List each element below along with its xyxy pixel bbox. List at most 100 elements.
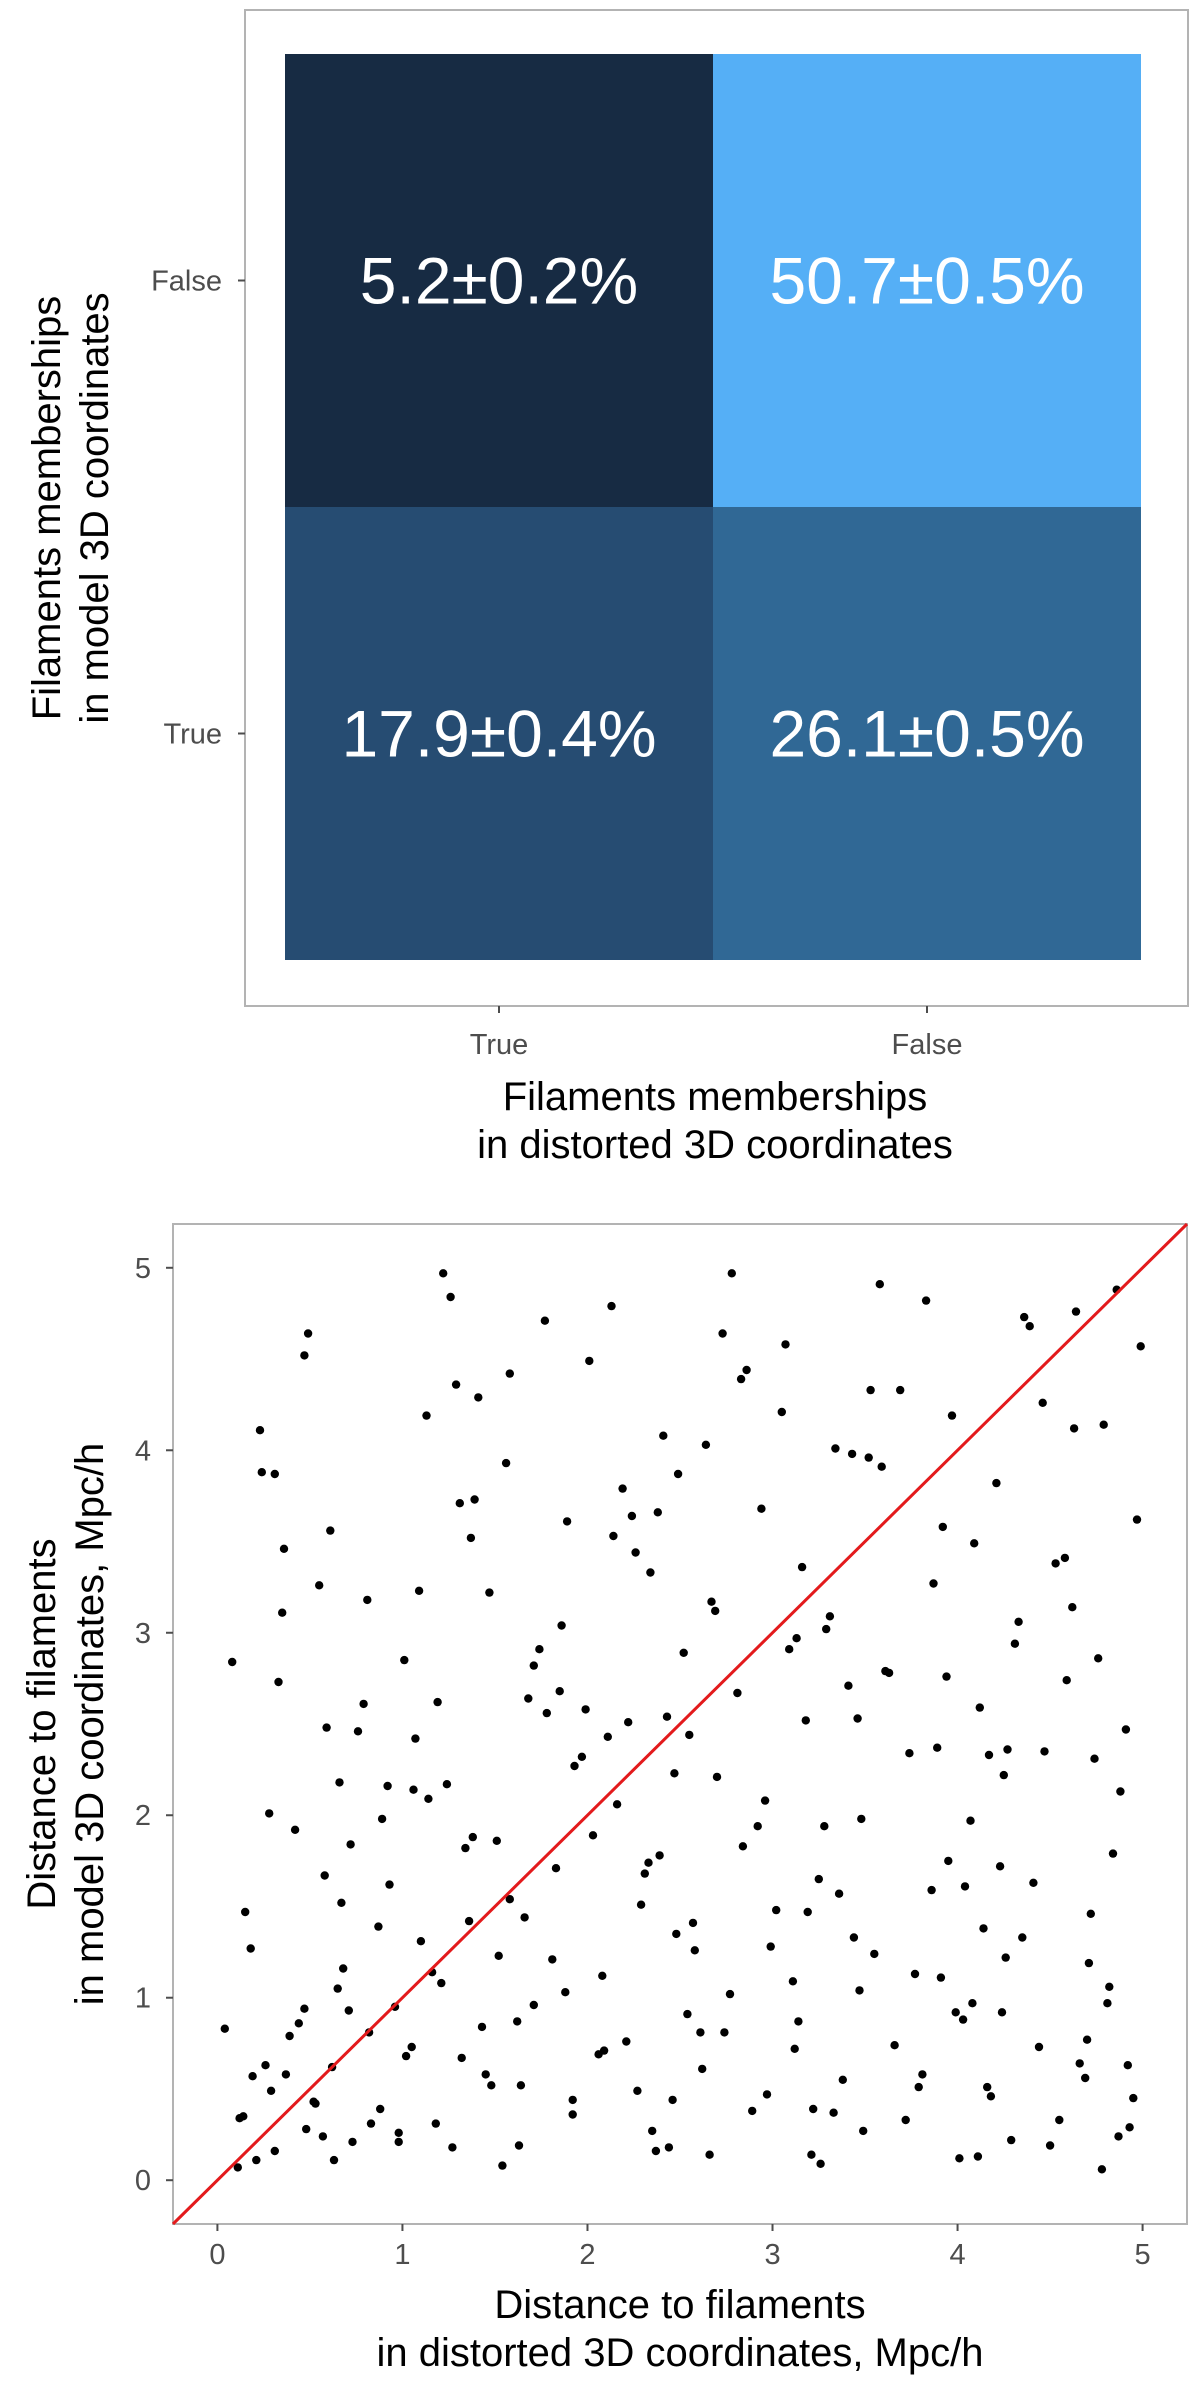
scatter-point [448,2143,457,2152]
heatmap-y-tick-label: False [151,266,222,298]
scatter-point [1099,1420,1108,1429]
scatter-point [568,2110,577,2119]
scatter-point [257,1468,266,1477]
scatter-point [968,1999,977,2008]
scatter-point [411,1734,420,1743]
scatter-point [474,1393,483,1402]
scatter-point [816,2159,825,2168]
scatter-point [651,2146,661,2156]
scatter-point [464,1916,474,1926]
scatter-point [696,2028,705,2037]
scatter-point [622,2037,631,2046]
scatter-point [1001,1953,1010,1962]
scatter-point [322,1723,331,1732]
scatter-point [970,1539,979,1548]
scatter-point [320,1871,329,1880]
scatter-point [864,1453,873,1462]
scatter-point [326,1526,335,1535]
scatter-point [627,1511,637,1521]
scatter-point [270,2146,279,2156]
scatter-y-tick-label: 1 [135,1983,151,2015]
heatmap-y-axis-title: Filaments memberships in model 3D coordi… [25,292,117,723]
scatter-point [921,1296,931,1305]
scatter-point [603,1732,612,1742]
scatter-point [973,2152,983,2161]
scatter-point [1082,2035,1092,2044]
scatter-point [281,2070,291,2079]
heatmap-y-axis-title-line1: Filaments memberships [25,296,69,721]
scatter-point [807,2150,816,2159]
scatter-point [870,1949,879,1959]
heatmap-chart: 5.2±0.2% 50.7±0.5% 17.9±0.4% 26.1±0.5% Fals… [25,9,1189,1167]
scatter-point [333,1984,342,1993]
scatter-point [265,1809,274,1818]
scatter-point [877,1462,886,1471]
scatter-point [457,2053,466,2063]
scatter-point [947,1411,957,1420]
scatter-point [831,1444,840,1453]
scatter-point [640,1869,649,1878]
scatter-y-axis-title-line2: in model 3D coordinates, Mpc/h [68,1443,112,2006]
scatter-point [1090,1754,1099,1763]
scatter-point [588,1831,598,1840]
scatter-point [844,1681,853,1690]
scatter-point [383,1781,392,1791]
scatter-point [785,1645,794,1654]
scatter-point [670,1769,679,1778]
scatter-point [1136,1342,1145,1351]
scatter-point [1094,1654,1103,1663]
scatter-point [270,1469,279,1479]
heatmap-cell-false-true [285,54,713,507]
scatter-point [1014,1617,1023,1627]
scatter-point [1029,1878,1038,1888]
scatter-point [936,1973,946,1982]
scatter-point [1114,2132,1123,2141]
scatter-point [487,2081,496,2090]
scatter-point [433,1697,442,1707]
scatter-x-axis-title-line2: in distorted 3D coordinates, Mpc/h [377,2331,984,2375]
scatter-point [679,1648,688,1658]
scatter-point [300,2004,309,2013]
scatter-point [927,1885,936,1895]
scatter-point [905,1749,914,1758]
scatter-point [568,2095,577,2105]
scatter-point [910,1969,920,1979]
scatter-point [1116,1787,1125,1796]
scatter-point [857,1814,866,1824]
scatter-point [374,1922,383,1931]
scatter-point [646,1568,655,1577]
heatmap-cell-label: 26.1±0.5% [769,697,1084,771]
scatter-point [668,2095,677,2105]
scatter-point [335,1778,344,1787]
scatter-point [997,2008,1007,2017]
heatmap-y-axis: False True [151,266,245,751]
scatter-point [344,2006,353,2015]
scatter-point [855,1986,864,1995]
scatter-point [849,1933,859,1942]
scatter-point [451,1380,461,1389]
scatter-point [1019,1312,1029,1322]
scatter-point [685,1730,694,1740]
scatter-point [542,1708,551,1718]
scatter-point [803,1907,812,1917]
heatmap-cell-true-true [285,507,713,960]
scatter-point [300,1351,309,1360]
scatter-point [712,1772,722,1782]
scatter-point [278,1608,287,1617]
scatter-point [762,2090,772,2099]
scatter-point [561,1988,570,1997]
scatter-point [1125,2123,1134,2132]
scatter-point [318,2132,328,2141]
scatter-point [659,1431,668,1440]
scatter-point [514,2141,524,2150]
scatter-point [598,1971,607,1981]
scatter-point [777,1407,786,1417]
scatter-point [705,2150,714,2159]
scatter-point [788,1977,798,1986]
scatter-point [535,1645,544,1654]
scatter-point [983,2082,992,2092]
scatter-point [929,1579,938,1588]
scatter-point [792,1634,801,1643]
scatter-point [409,1785,418,1794]
scatter-point [938,1522,947,1532]
